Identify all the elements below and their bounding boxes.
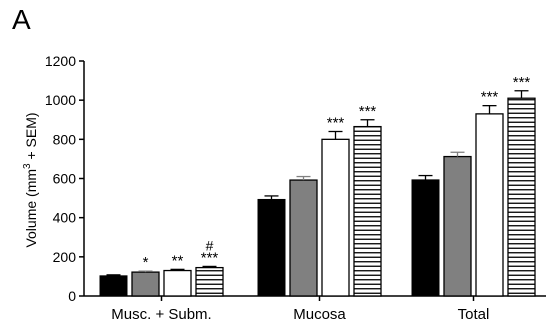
bar bbox=[321, 138, 350, 297]
tick-labels: 0 200 400 600 800 1000 1200 Musc. + Subm. Mucosa… bbox=[45, 53, 490, 323]
significance-label: * bbox=[143, 254, 149, 271]
x-tick-label: Musc. + Subm. bbox=[111, 306, 211, 323]
bar bbox=[289, 179, 318, 297]
y-axis-label-group: Volume (mm3 + SEM) bbox=[22, 112, 39, 247]
significance-label: *** bbox=[481, 89, 499, 106]
significance-label: *** bbox=[327, 115, 345, 132]
significance-label: *** bbox=[513, 74, 531, 91]
significance-label: # bbox=[206, 237, 214, 253]
y-tick-label: 1200 bbox=[45, 53, 76, 69]
bar bbox=[131, 271, 160, 297]
y-tick-label: 1000 bbox=[45, 92, 76, 108]
x-tick-label: Total bbox=[458, 306, 490, 323]
x-tick-label: Mucosa bbox=[293, 306, 346, 323]
bar bbox=[411, 179, 440, 297]
bar bbox=[443, 155, 472, 297]
y-tick-label: 600 bbox=[53, 171, 77, 187]
y-tick-label: 200 bbox=[53, 249, 77, 265]
bar bbox=[195, 266, 224, 297]
panel-label: A bbox=[12, 4, 31, 35]
significance-label: *** bbox=[201, 249, 219, 266]
y-tick-label: 400 bbox=[53, 210, 77, 226]
y-axis-label: Volume (mm3 + SEM) bbox=[22, 112, 39, 247]
bar bbox=[163, 269, 192, 297]
bar bbox=[353, 125, 382, 297]
y-tick-label: 0 bbox=[68, 288, 76, 304]
y-tick-label: 800 bbox=[53, 131, 77, 147]
bar bbox=[257, 198, 286, 297]
bars: * ** ***#************ bbox=[99, 74, 536, 297]
significance-label: *** bbox=[359, 103, 377, 120]
significance-label: ** bbox=[172, 252, 184, 269]
bar bbox=[99, 275, 128, 297]
bar bbox=[507, 97, 536, 297]
bar bbox=[475, 113, 504, 297]
